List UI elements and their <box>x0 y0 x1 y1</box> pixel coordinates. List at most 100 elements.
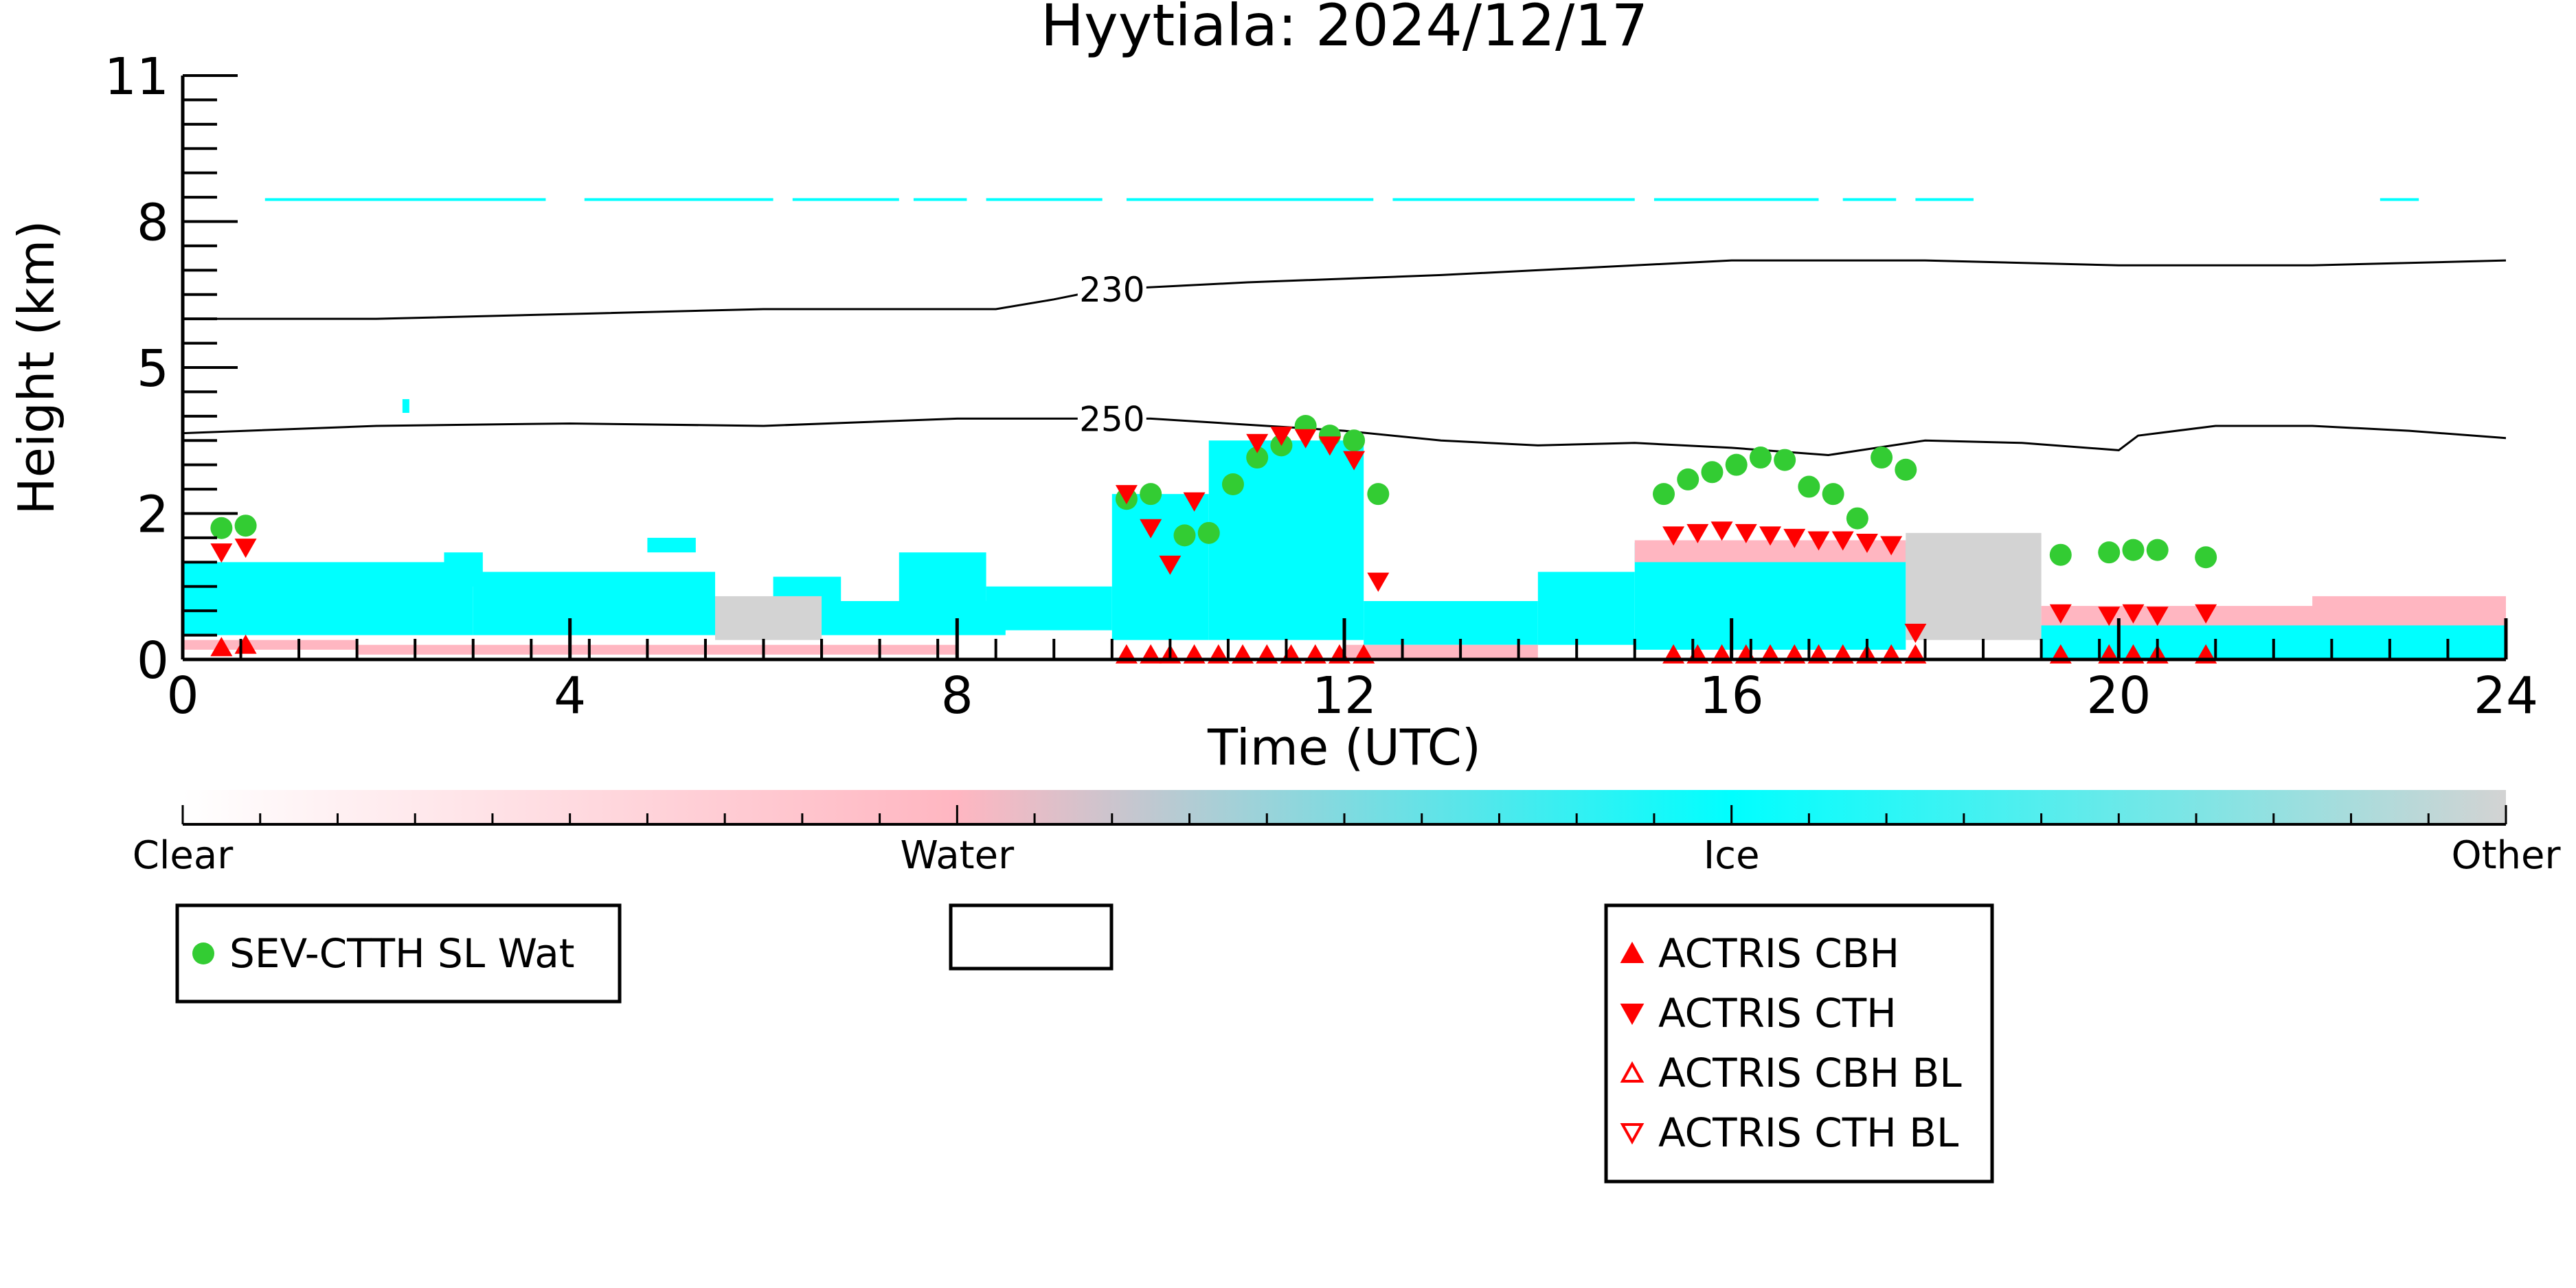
cirrus-segment <box>913 198 967 201</box>
colorbar-label: Clear <box>133 833 234 878</box>
phase-cell <box>183 562 473 635</box>
cirrus-segment <box>1915 198 1974 201</box>
sev-ctth-point <box>1140 483 1162 506</box>
sev-ctth-point <box>1246 447 1269 469</box>
x-tick-label: 8 <box>941 666 973 725</box>
phase-cell <box>986 586 1112 631</box>
sev-ctth-point <box>2122 539 2145 561</box>
cirrus-segment <box>1842 198 1897 201</box>
legends: SEV-CTTH SL Wat ACTRIS CBH ACTRIS CTH ACTRI… <box>175 903 1994 1184</box>
phase-colorbar: Clear Water Ice Other <box>133 790 2561 878</box>
actris-cth-point <box>1343 451 1366 471</box>
actris-cth-point <box>1318 436 1341 456</box>
legend-label: SEV-CTTH SL Wat <box>229 930 575 977</box>
phase-cell <box>2312 596 2506 611</box>
x-tick-label: 16 <box>1699 666 1764 725</box>
actris-cth-point <box>1807 531 1830 551</box>
sev-ctth-point <box>1846 507 1868 530</box>
phase-cell <box>357 644 958 655</box>
cloud-phase-background <box>183 198 2506 659</box>
actris-cth-point <box>1159 555 1182 575</box>
legend-marker <box>192 942 214 964</box>
actris-cth-point <box>1855 534 1878 553</box>
colorbar-label: Water <box>901 833 1015 878</box>
phase-cell <box>715 596 822 640</box>
sev-ctth-point <box>1822 483 1844 506</box>
legend-box <box>175 903 622 1004</box>
sev-ctth-point <box>1871 447 1893 469</box>
x-tick-label: 12 <box>1312 666 1377 725</box>
actris-cth-point <box>2146 607 2169 626</box>
phase-cell <box>444 552 483 587</box>
sev-ctth-point <box>2146 539 2169 561</box>
actris-cth-point <box>1904 624 1927 644</box>
actris-cth-point <box>2195 604 2217 624</box>
sev-ctth-point <box>1197 521 1220 544</box>
sev-ctth-point <box>2195 546 2217 569</box>
contour-line <box>183 417 2506 457</box>
phase-cell <box>1208 440 1364 640</box>
actris-cth-point <box>1270 427 1293 447</box>
actris-cth-point <box>2122 604 2145 624</box>
y-tick-label: 8 <box>137 194 169 253</box>
actris-cth-point <box>1831 531 1854 551</box>
actris-cth-point <box>1759 526 1782 546</box>
actris-cth-point <box>2098 607 2121 626</box>
phase-cell <box>647 537 696 553</box>
sev-ctth-point <box>1774 449 1796 471</box>
actris-cth-point <box>210 543 233 563</box>
cirrus-segment <box>2380 198 2419 201</box>
actris-cth-point <box>1294 429 1317 449</box>
x-tick-label: 24 <box>2474 666 2538 725</box>
contour-label: 250 <box>1079 399 1144 439</box>
actris-cth-point <box>1367 572 1390 592</box>
sev-ctth-point <box>1749 447 1772 469</box>
phase-cell <box>1364 601 1538 645</box>
phase-cell <box>183 640 357 650</box>
actris-cth-point <box>1662 526 1685 546</box>
sev-ctth-point <box>1798 475 1820 498</box>
phase-cell <box>1537 572 1635 645</box>
sev-ctth-point <box>1895 458 1917 481</box>
legend-marker <box>1620 1061 1645 1083</box>
cirrus-segment <box>1126 198 1374 201</box>
phase-cell <box>473 572 716 635</box>
contour-label-bg <box>1077 400 1146 437</box>
actris-cth-point <box>1735 523 1757 543</box>
actris-cth-point <box>1246 433 1269 453</box>
actris-cth-point <box>234 539 257 558</box>
sev-ctth-point <box>1701 461 1724 484</box>
cirrus-segment <box>792 198 899 201</box>
plot-axes: 0 2 5 8 11 0 4 8 12 16 20 24 <box>104 47 2538 725</box>
x-axis-label: Time (UTC) <box>1207 719 1481 776</box>
sev-ctth-point <box>2049 543 2072 566</box>
cirrus-segment <box>264 198 546 201</box>
phase-cell <box>1906 532 2042 640</box>
actris-cth-point <box>1183 492 1206 512</box>
legend-label: ACTRIS CBH <box>1658 930 1899 977</box>
sev-ctth-point <box>1677 468 1699 490</box>
actris-cth-point <box>2049 604 2072 624</box>
sev-ctth-point <box>1653 483 1675 506</box>
chart-title: Hyytiala: 2024/12/17 <box>1041 0 1648 59</box>
phase-cell <box>1111 494 1209 640</box>
actris-cth-point <box>1115 485 1138 505</box>
sev-ctth-point <box>1367 483 1390 506</box>
x-tick-label: 4 <box>554 666 586 725</box>
legend-marker <box>1620 941 1645 963</box>
actris-cth-point <box>1880 536 1903 556</box>
phase-cell <box>899 552 986 611</box>
sev-ctth-point <box>1173 524 1196 547</box>
legend-label: ACTRIS CBH BL <box>1658 1050 1962 1096</box>
sev-ctth-point <box>1343 429 1366 452</box>
cirrus-segment <box>584 198 773 201</box>
actris-cth-point <box>1710 521 1733 541</box>
x-tick-label: 0 <box>166 666 199 725</box>
y-tick-label: 5 <box>137 339 169 398</box>
actris-cth-point <box>1783 528 1806 548</box>
legend-marker <box>1620 1004 1645 1026</box>
y-axis-label: Height (km) <box>8 221 65 515</box>
legend-box <box>1604 903 1994 1184</box>
sev-ctth-point <box>1725 453 1748 476</box>
cirrus-segment <box>986 198 1103 201</box>
